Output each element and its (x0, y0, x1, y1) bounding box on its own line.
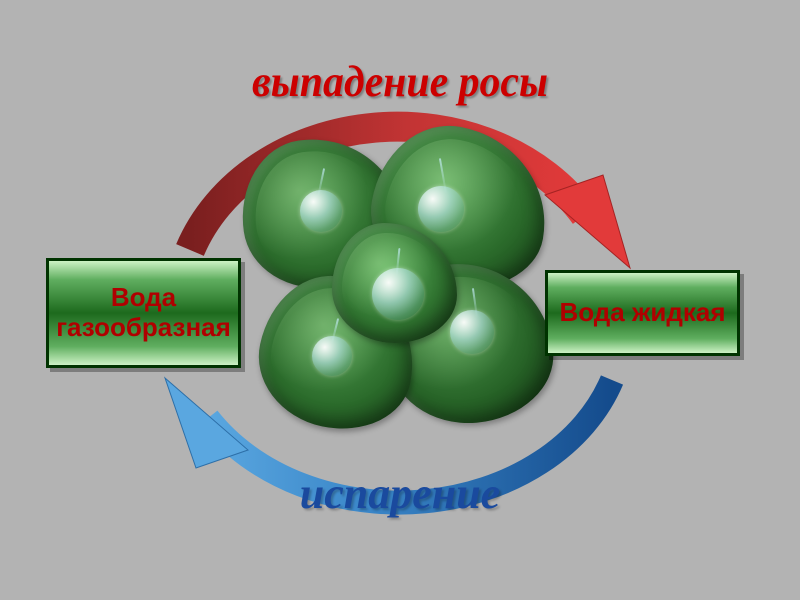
right-state-label: Вода жидкая (559, 298, 725, 328)
dew-drop (300, 190, 342, 232)
bottom-label: испарение (300, 468, 500, 519)
top-label: выпадение росы (252, 56, 548, 107)
right-state-box: Вода жидкая (545, 270, 740, 356)
dew-drop (450, 310, 494, 354)
dew-drop (372, 268, 424, 320)
diagram-canvas: выпадение росы испарение Вода газообразн… (0, 0, 800, 600)
dew-drop (418, 186, 464, 232)
left-state-box: Вода газообразная (46, 258, 241, 368)
dew-drop (312, 336, 352, 376)
left-state-label: Вода газообразная (55, 283, 232, 343)
leaf-cluster (232, 128, 552, 438)
